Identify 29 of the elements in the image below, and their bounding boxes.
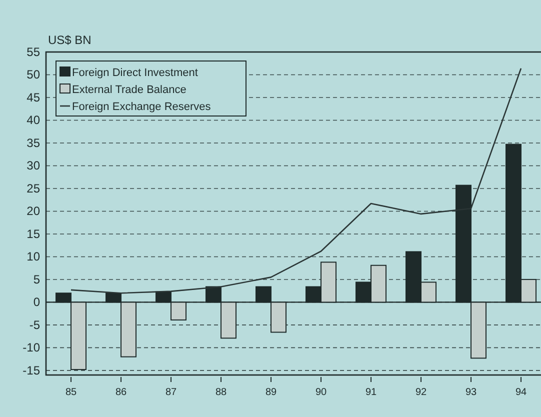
y-tick-label: -15 [22, 363, 40, 378]
x-tick-label: 89 [265, 387, 277, 398]
x-tick-label: 94 [515, 387, 527, 398]
x-tick-label: 90 [315, 387, 327, 398]
y-tick-label: 35 [26, 136, 40, 150]
y-tick-label: 5 [33, 272, 40, 286]
y-tick-label: 10 [26, 250, 40, 264]
x-tick-label: 87 [165, 387, 177, 398]
y-tick-label: 25 [26, 181, 40, 196]
y-tick-label: -5 [29, 318, 40, 332]
y-tick-label: 45 [26, 90, 40, 104]
x-tick-label: 91 [365, 387, 377, 398]
y-tick-label: -10 [22, 340, 40, 355]
y-tick-label: 0 [33, 295, 40, 310]
y-tick-label: 40 [26, 113, 40, 128]
y-axis-title: US$ BN [48, 33, 92, 47]
x-tick-label: 88 [215, 387, 227, 398]
y-tick-label: 20 [26, 204, 40, 218]
y-tick-label: 55 [26, 44, 40, 59]
y-tick-label: 30 [26, 158, 40, 173]
legend-label: External Trade Balance [72, 84, 186, 96]
legend-label: Foreign Direct Investment [72, 67, 198, 79]
x-tick-label: 93 [465, 387, 477, 398]
y-tick-label: 15 [26, 226, 40, 241]
x-tick-label: 86 [115, 387, 127, 398]
x-tick-label: 92 [415, 387, 427, 398]
x-tick-label: 85 [65, 387, 77, 398]
legend-label: Foreign Exchange Reserves [72, 101, 212, 113]
y-tick-label: 50 [26, 68, 40, 82]
